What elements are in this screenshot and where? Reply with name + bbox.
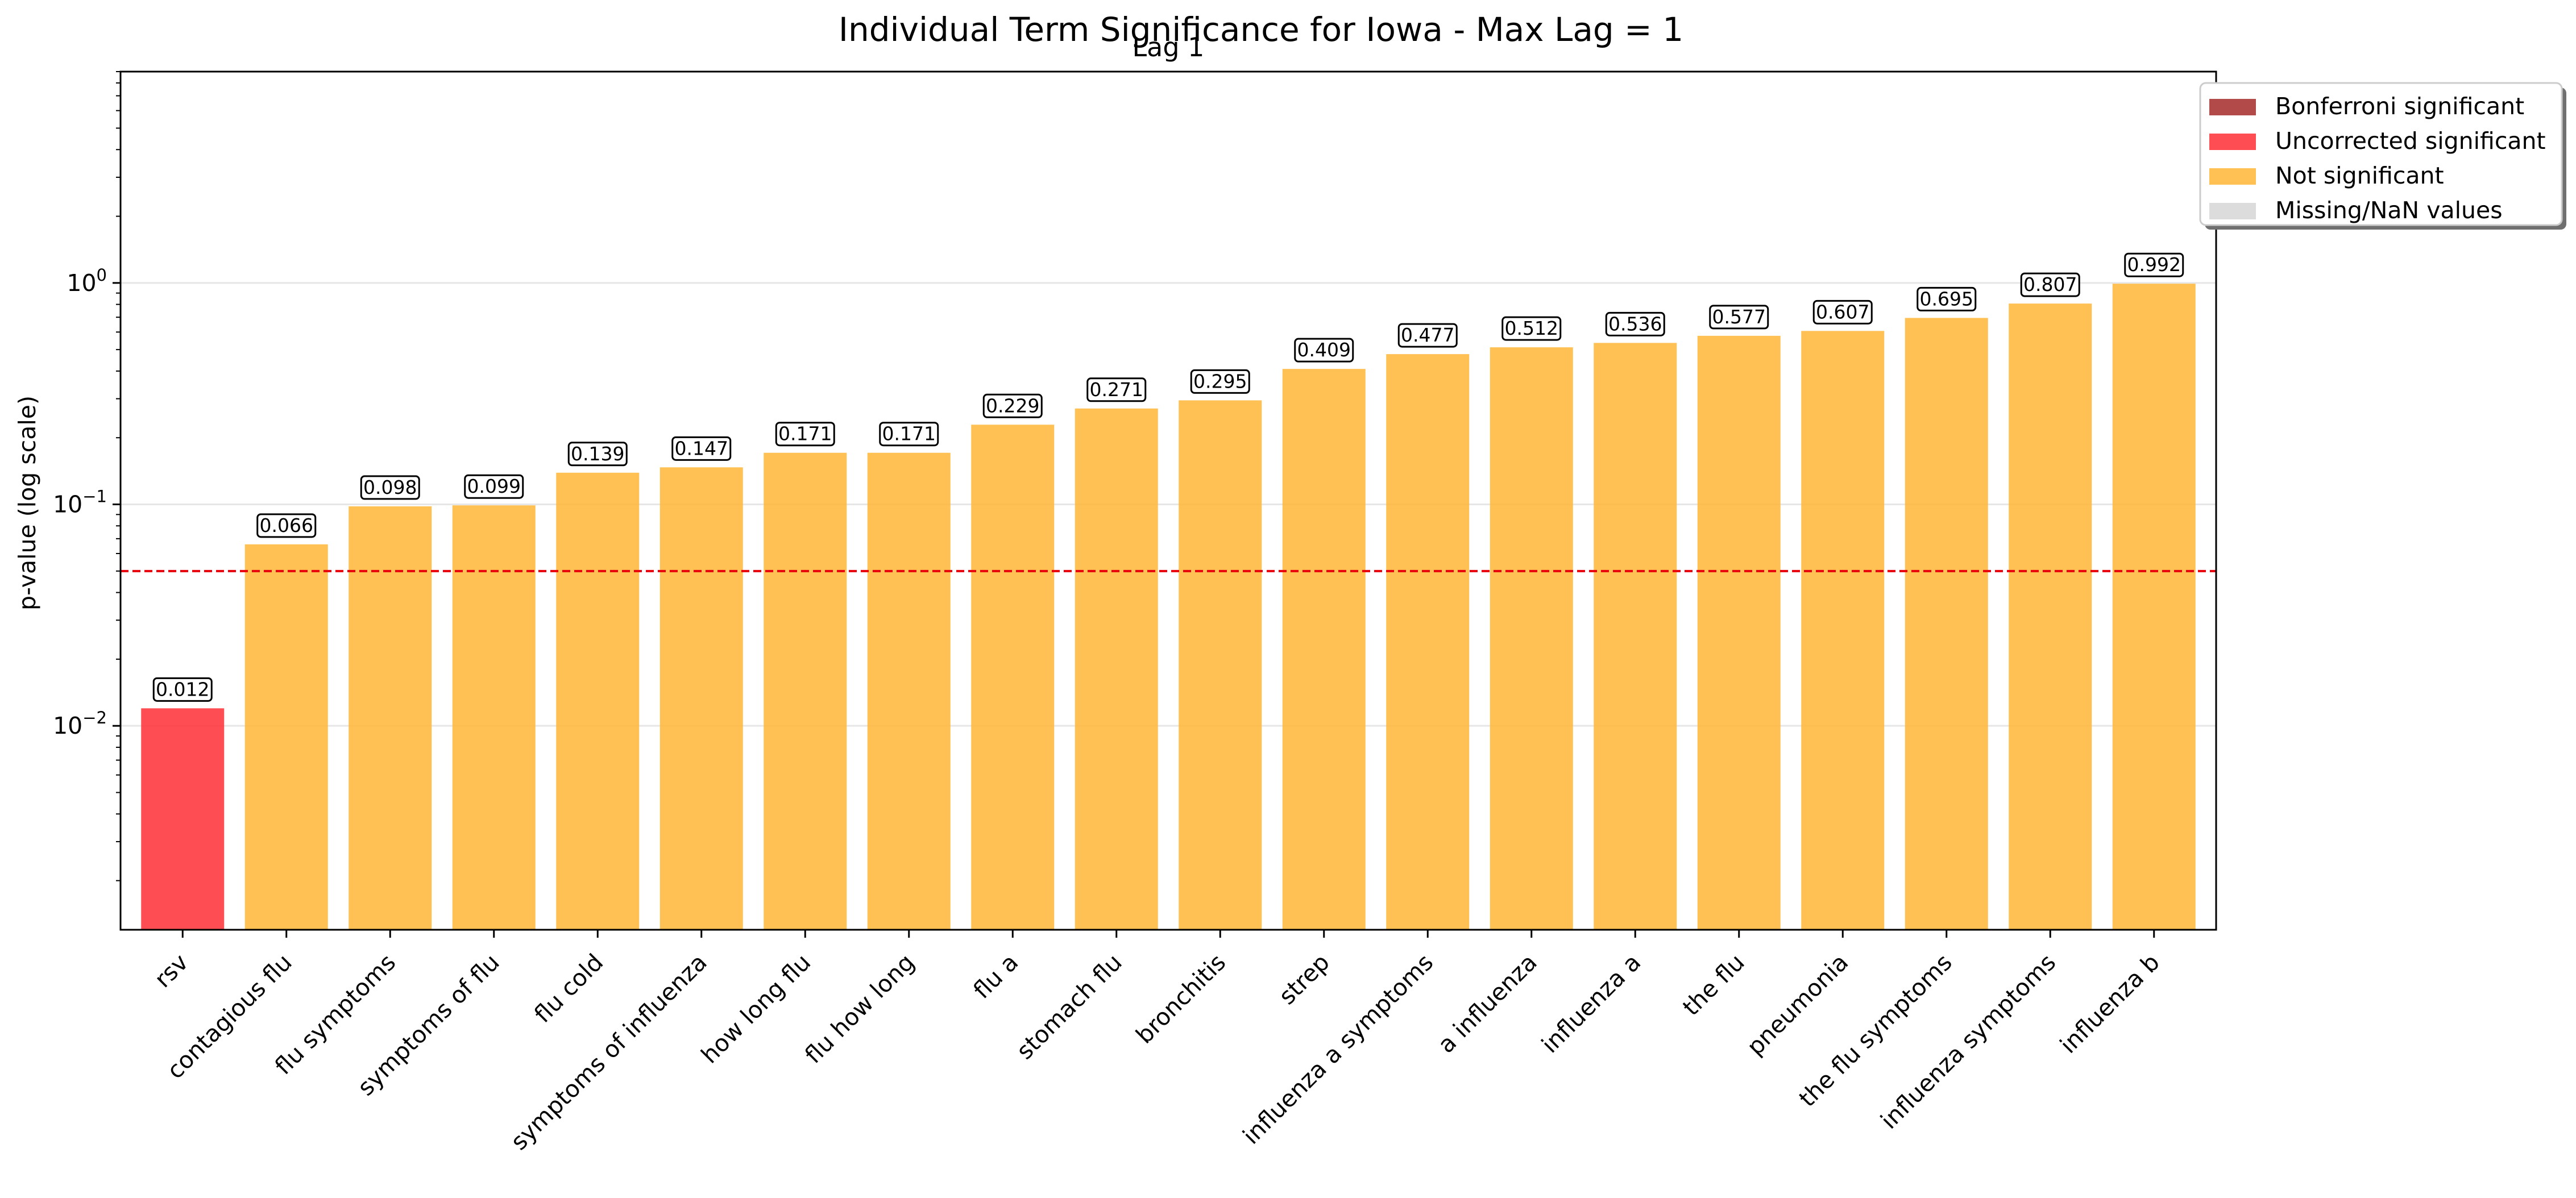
- legend-label: Bonferroni significant: [2275, 93, 2524, 120]
- svg-text:0.171: 0.171: [882, 423, 936, 445]
- bar: [244, 544, 328, 930]
- value-label: 0.807: [2020, 272, 2080, 297]
- svg-text:0.607: 0.607: [1816, 301, 1869, 323]
- value-label: 0.098: [360, 475, 420, 500]
- value-label: 0.577: [1709, 305, 1769, 330]
- value-label: 0.171: [879, 422, 939, 447]
- bar: [556, 472, 640, 930]
- value-label: 0.477: [1397, 323, 1458, 348]
- bar: [349, 506, 432, 930]
- svg-text:0.992: 0.992: [2127, 253, 2181, 276]
- bar: [1179, 400, 1262, 930]
- value-label: 0.409: [1294, 338, 1354, 363]
- value-label: 0.229: [982, 393, 1043, 418]
- x-tick-label: pneumonia: [1741, 949, 1853, 1060]
- svg-text:0.012: 0.012: [156, 678, 209, 700]
- svg-text:0.295: 0.295: [1193, 370, 1247, 392]
- svg-text:0.807: 0.807: [2023, 273, 2077, 296]
- x-tick-label: influenza b: [2055, 949, 2165, 1059]
- value-label: 0.012: [152, 677, 213, 702]
- legend-label: Missing/NaN values: [2275, 197, 2503, 224]
- bar: [1594, 343, 1677, 930]
- x-tick-label: symptoms of influenza: [505, 949, 712, 1155]
- y-axis-label: p-value (log scale): [14, 396, 41, 610]
- legend-swatch: [2209, 99, 2256, 115]
- x-tick-label: influenza a symptoms: [1238, 949, 1439, 1150]
- y-tick-label: 10−1: [53, 487, 107, 518]
- svg-text:0.147: 0.147: [675, 437, 728, 459]
- y-tick-label: 10−2: [53, 708, 107, 739]
- legend-swatch: [2209, 134, 2256, 150]
- x-tick-label: flu cold: [529, 949, 608, 1028]
- legend-label: Uncorrected significant: [2275, 127, 2546, 155]
- bar: [1386, 354, 1470, 930]
- x-tick-label: influenza symptoms: [1876, 949, 2061, 1134]
- legend-swatch: [2209, 203, 2256, 219]
- bar: [1905, 318, 1988, 930]
- bar: [2009, 303, 2092, 930]
- plot-frame: [119, 70, 2217, 931]
- y-tick-label: 100: [67, 265, 107, 297]
- svg-text:0.536: 0.536: [1608, 313, 1662, 335]
- chart-title: Individual Term Significance for Iowa - …: [839, 10, 1683, 49]
- svg-text:0.577: 0.577: [1712, 306, 1766, 328]
- svg-text:0.512: 0.512: [1505, 317, 1558, 339]
- svg-text:0.229: 0.229: [986, 394, 1039, 417]
- bar: [764, 452, 847, 930]
- svg-text:0.271: 0.271: [1090, 378, 1143, 401]
- x-tick-label: stomach flu: [1011, 949, 1127, 1064]
- value-label: 0.512: [1501, 316, 1562, 341]
- value-label: 0.099: [464, 474, 524, 499]
- x-tick-label: rsv: [149, 949, 193, 993]
- x-tick-label: strep: [1274, 949, 1335, 1010]
- bar: [1801, 331, 1885, 930]
- legend-box: [2199, 82, 2563, 226]
- legend: Bonferroni significant Uncorrected signif…: [2199, 82, 2566, 230]
- value-label: 0.536: [1605, 311, 1665, 336]
- plot-area: 0.012 0.066 0.098 0.099 0.139 0.147 0.171 0.171…: [53, 70, 2217, 1155]
- svg-text:0.098: 0.098: [363, 476, 417, 498]
- svg-text:0.409: 0.409: [1297, 339, 1351, 361]
- bar: [971, 425, 1055, 930]
- value-label: 0.066: [256, 513, 317, 538]
- bar: [2112, 284, 2196, 930]
- value-label: 0.695: [1917, 286, 1977, 311]
- x-tick-label: flu how long: [799, 949, 919, 1068]
- bar: [867, 452, 951, 930]
- value-label: 0.139: [567, 442, 628, 467]
- x-tick-label: bronchitis: [1131, 949, 1231, 1049]
- value-label: 0.295: [1190, 369, 1250, 394]
- value-label: 0.992: [2124, 252, 2184, 277]
- svg-text:0.139: 0.139: [571, 443, 624, 465]
- legend-swatch: [2209, 168, 2256, 185]
- svg-text:0.695: 0.695: [1920, 288, 1973, 310]
- value-label: 0.271: [1086, 377, 1147, 402]
- x-tick-label: influenza a: [1536, 949, 1646, 1058]
- value-label: 0.147: [671, 436, 732, 461]
- chart-subtitle: Lag 1: [1133, 32, 1205, 63]
- x-tick-label: the flu: [1677, 949, 1749, 1021]
- x-tick-label: a influenza: [1433, 949, 1542, 1058]
- bar: [1697, 335, 1781, 930]
- svg-text:0.066: 0.066: [260, 514, 313, 536]
- x-tick-label: flu a: [968, 949, 1024, 1004]
- bar: [141, 708, 225, 930]
- bar: [659, 467, 743, 930]
- bar: [1490, 347, 1573, 930]
- bar: [452, 505, 536, 930]
- legend-label: Not significant: [2275, 162, 2444, 189]
- bar: [1075, 408, 1158, 930]
- svg-text:0.099: 0.099: [467, 475, 521, 497]
- bar: [1282, 369, 1366, 930]
- x-tick-label: how long flu: [696, 949, 816, 1068]
- value-label: 0.607: [1812, 300, 1873, 325]
- svg-text:0.477: 0.477: [1401, 324, 1454, 346]
- svg-text:0.171: 0.171: [778, 423, 832, 445]
- value-label: 0.171: [775, 422, 835, 447]
